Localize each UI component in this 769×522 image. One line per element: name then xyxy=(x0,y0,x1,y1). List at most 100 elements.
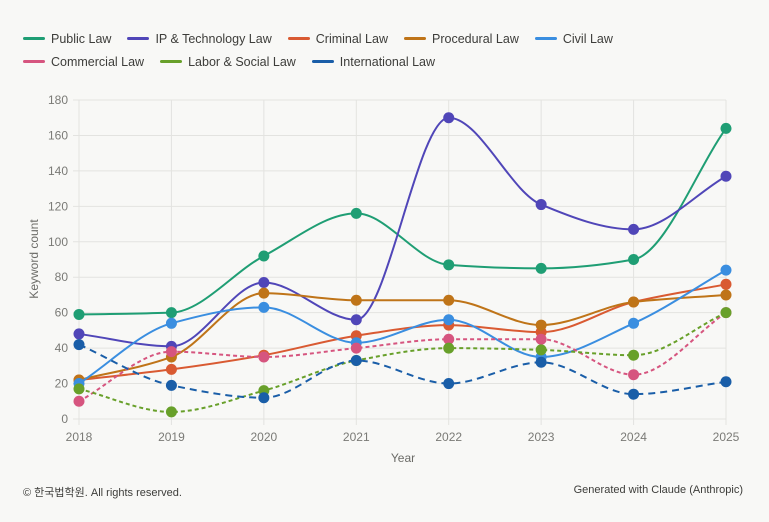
data-point-labor-and-social-law-2019[interactable] xyxy=(165,406,177,418)
data-point-international-law-2025[interactable] xyxy=(720,376,732,388)
data-point-public-law-2025[interactable] xyxy=(720,122,732,134)
x-tick-label: 2018 xyxy=(66,430,93,444)
data-point-civil-law-2020[interactable] xyxy=(258,301,270,313)
data-point-commercial-law-2018[interactable] xyxy=(73,395,85,407)
data-point-procedural-law-2023[interactable] xyxy=(535,319,547,331)
data-point-international-law-2023[interactable] xyxy=(535,356,547,368)
data-point-ip-and-technology-law-2022[interactable] xyxy=(443,112,455,124)
x-axis-ticks: 2018 2019 2020 2021 2022 2023 2024 2025 xyxy=(66,430,740,444)
series-civil-law xyxy=(73,264,732,390)
x-tick-label: 2020 xyxy=(251,430,278,444)
data-point-procedural-law-2024[interactable] xyxy=(628,296,640,308)
data-point-civil-law-2025[interactable] xyxy=(720,264,732,276)
legend-label: Commercial Law xyxy=(51,54,145,69)
data-point-procedural-law-2025[interactable] xyxy=(720,289,732,301)
data-point-procedural-law-2022[interactable] xyxy=(443,294,455,306)
legend-item-labor-and-social-law[interactable]: Labor & Social Law xyxy=(160,53,296,70)
x-tick-label: 2019 xyxy=(158,430,185,444)
data-point-public-law-2018[interactable] xyxy=(73,308,85,320)
series-line-procedural-law xyxy=(78,292,727,381)
y-axis-ticks: 0 20 40 60 80 100 120 140 160 180 xyxy=(48,93,68,426)
x-tick-label: 2024 xyxy=(620,430,647,444)
x-tick-label: 2023 xyxy=(528,430,555,444)
y-tick-label: 0 xyxy=(61,412,68,426)
data-point-public-law-2023[interactable] xyxy=(535,262,547,274)
data-point-procedural-law-2020[interactable] xyxy=(258,287,270,299)
legend-item-criminal-law[interactable]: Criminal Law xyxy=(287,30,388,47)
data-point-civil-law-2019[interactable] xyxy=(165,317,177,329)
x-axis-title: Year xyxy=(391,451,415,465)
data-point-labor-and-social-law-2025[interactable] xyxy=(720,307,732,319)
chart-legend: Public Law IP & Technology Law Criminal La… xyxy=(23,30,763,70)
grid-lines xyxy=(73,99,727,425)
data-point-international-law-2021[interactable] xyxy=(350,355,362,367)
data-point-commercial-law-2024[interactable] xyxy=(628,369,640,381)
series-labor-and-social-law xyxy=(73,307,732,418)
y-tick-label: 120 xyxy=(48,199,68,213)
legend-label: Criminal Law xyxy=(315,31,388,46)
data-point-ip-and-technology-law-2024[interactable] xyxy=(628,223,640,235)
data-point-civil-law-2024[interactable] xyxy=(628,317,640,329)
series-ip-and-technology-law xyxy=(73,112,732,352)
legend-item-procedural-law[interactable]: Procedural Law xyxy=(404,30,519,47)
data-point-public-law-2020[interactable] xyxy=(258,250,270,262)
series-procedural-law xyxy=(73,287,732,386)
data-point-ip-and-technology-law-2025[interactable] xyxy=(720,170,732,182)
legend-swatch xyxy=(287,37,310,40)
data-point-civil-law-2022[interactable] xyxy=(443,314,455,326)
data-point-ip-and-technology-law-2018[interactable] xyxy=(73,328,85,340)
data-point-public-law-2019[interactable] xyxy=(165,307,177,319)
data-point-public-law-2022[interactable] xyxy=(443,259,455,271)
data-point-international-law-2022[interactable] xyxy=(443,378,455,390)
series-layer xyxy=(73,112,732,418)
data-point-commercial-law-2019[interactable] xyxy=(165,346,177,358)
data-point-ip-and-technology-law-2020[interactable] xyxy=(258,277,270,289)
legend-item-public-law[interactable]: Public Law xyxy=(23,30,111,47)
data-point-international-law-2020[interactable] xyxy=(258,392,270,404)
data-point-international-law-2019[interactable] xyxy=(165,379,177,391)
y-tick-label: 80 xyxy=(55,270,69,284)
series-line-international-law xyxy=(78,343,727,399)
data-point-commercial-law-2023[interactable] xyxy=(535,333,547,345)
series-line-ip-and-technology-law xyxy=(78,116,727,348)
data-point-labor-and-social-law-2018[interactable] xyxy=(73,383,85,395)
data-point-procedural-law-2021[interactable] xyxy=(350,294,362,306)
legend-label: Civil Law xyxy=(562,31,613,46)
legend-label: Labor & Social Law xyxy=(188,54,296,69)
legend-item-ip-and-technology-law[interactable]: IP & Technology Law xyxy=(127,30,272,47)
series-line-civil-law xyxy=(78,269,727,385)
y-axis-title: Keyword count xyxy=(27,219,41,299)
data-point-criminal-law-2019[interactable] xyxy=(165,363,177,375)
data-point-labor-and-social-law-2024[interactable] xyxy=(628,349,640,361)
series-line-labor-and-social-law xyxy=(78,311,727,413)
data-point-ip-and-technology-law-2023[interactable] xyxy=(535,199,547,211)
data-point-labor-and-social-law-2022[interactable] xyxy=(443,342,455,354)
legend-label: Public Law xyxy=(51,31,112,46)
data-point-commercial-law-2021[interactable] xyxy=(350,342,362,354)
legend-item-civil-law[interactable]: Civil Law xyxy=(534,30,613,47)
y-tick-label: 20 xyxy=(55,377,69,391)
data-point-labor-and-social-law-2023[interactable] xyxy=(535,344,547,356)
legend-item-international-law[interactable]: International Law xyxy=(311,53,435,70)
data-point-international-law-2024[interactable] xyxy=(628,388,640,400)
legend-item-commercial-law[interactable]: Commercial Law xyxy=(23,53,144,70)
legend-label: Procedural Law xyxy=(432,31,519,46)
data-point-international-law-2018[interactable] xyxy=(73,339,85,351)
legend-swatch xyxy=(534,37,557,40)
series-public-law xyxy=(73,122,732,320)
legend-swatch xyxy=(404,37,426,40)
x-tick-label: 2025 xyxy=(713,430,740,444)
legend-label: IP & Technology Law xyxy=(155,31,272,46)
y-tick-label: 100 xyxy=(48,235,68,249)
y-tick-label: 40 xyxy=(55,341,69,355)
data-point-public-law-2024[interactable] xyxy=(628,254,640,265)
data-point-criminal-law-2025[interactable] xyxy=(720,278,732,290)
data-point-ip-and-technology-law-2021[interactable] xyxy=(350,314,362,326)
data-point-commercial-law-2020[interactable] xyxy=(258,351,270,363)
y-tick-label: 160 xyxy=(48,128,68,142)
data-point-public-law-2021[interactable] xyxy=(350,207,362,219)
y-tick-label: 60 xyxy=(55,306,69,320)
data-point-commercial-law-2022[interactable] xyxy=(443,333,455,345)
x-tick-label: 2021 xyxy=(343,430,370,444)
